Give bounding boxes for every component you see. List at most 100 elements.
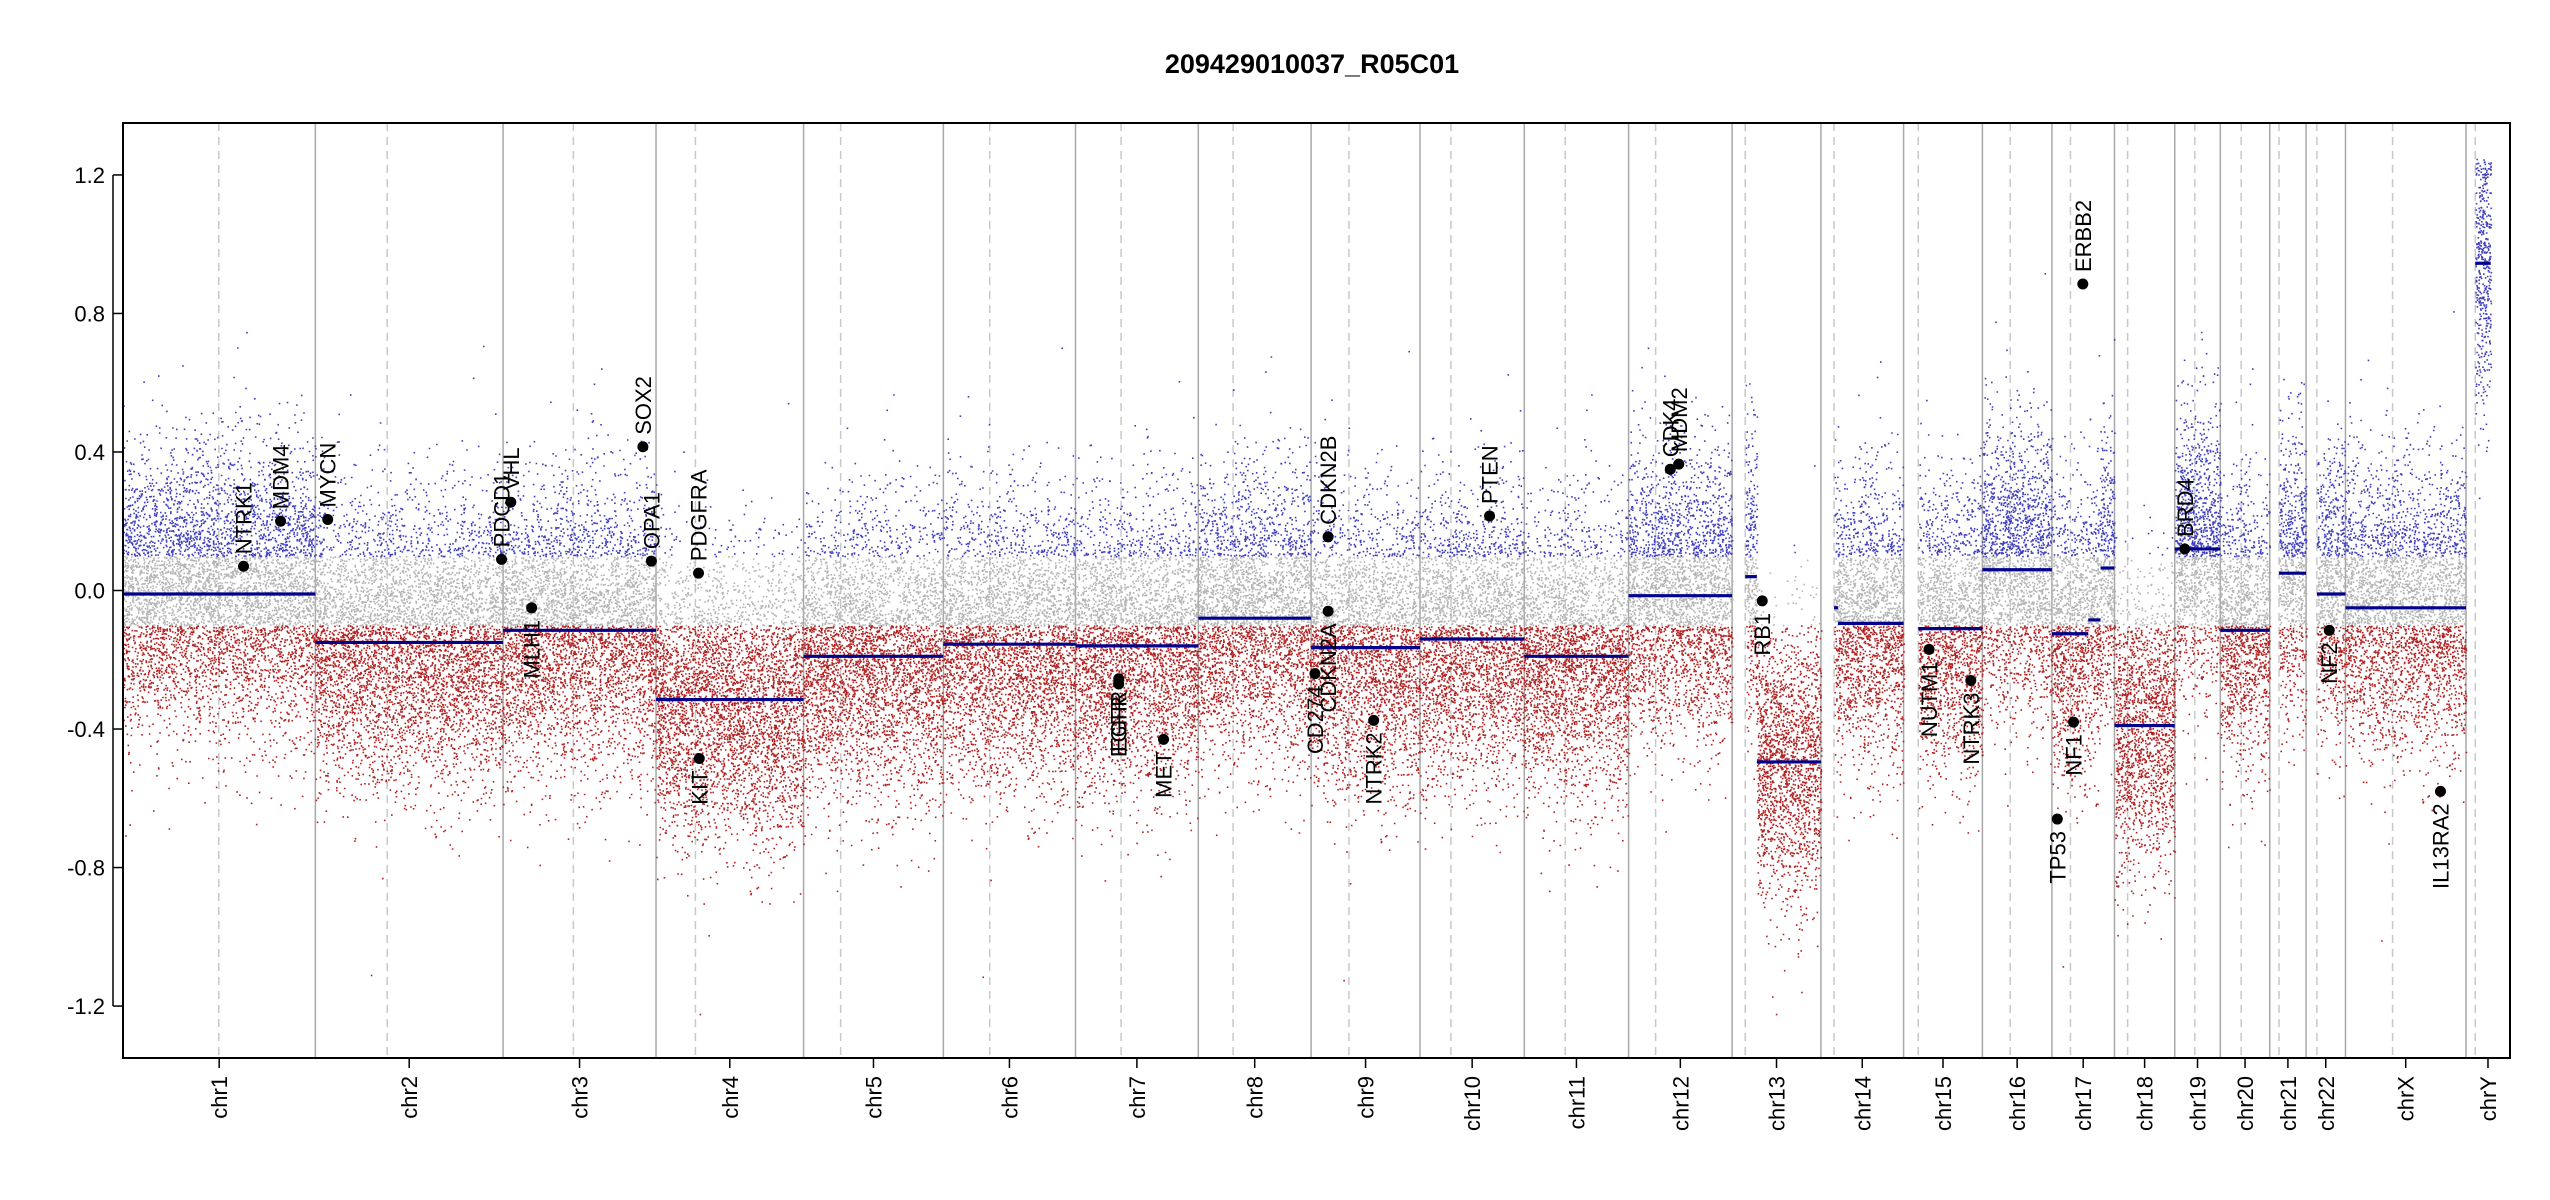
gene-label-NTRK1: NTRK1 [232, 482, 257, 554]
chromosome-boundaries [314, 123, 2467, 1058]
gene-label-RB1: RB1 [1750, 613, 1775, 656]
gene-point-NTRK2 [1368, 714, 1380, 726]
gene-label-OPA1: OPA1 [639, 492, 664, 549]
x-tick-label-chr6: chr6 [997, 1076, 1022, 1119]
gene-point-TP53 [2051, 813, 2063, 825]
gene-point-CDKN2A [1322, 605, 1334, 617]
x-tick-label-chr8: chr8 [1243, 1076, 1268, 1119]
x-tick-label-chr15: chr15 [1931, 1076, 1956, 1131]
gene-label-PTEN: PTEN [1478, 445, 1503, 504]
gene-label-MDM4: MDM4 [269, 444, 294, 509]
y-tick-label: 0.0 [74, 579, 105, 604]
centromere-lines [218, 123, 2476, 1058]
plot-frame [122, 122, 2511, 1059]
gene-point-NF2 [2323, 624, 2335, 636]
gene-label-CDKN2B: CDKN2B [1316, 436, 1341, 525]
gene-point-MLH1 [526, 602, 538, 614]
gene-label-IL13RA2: IL13RA2 [2428, 803, 2453, 889]
gene-label-SOX2: SOX2 [631, 376, 656, 435]
gene-point-NF1 [2068, 716, 2080, 728]
gene-label-EGFR: EGFR [1107, 696, 1132, 757]
probe-points-loss [123, 625, 2468, 1016]
gene-label-KIT: KIT [687, 770, 712, 804]
gene-label-CD274: CD274 [1303, 686, 1328, 754]
gene-point-MDM4 [275, 515, 287, 527]
gene-label-MYCN: MYCN [316, 443, 341, 508]
y-tick-label: -0.4 [67, 717, 105, 742]
probe-points-gain [123, 158, 2493, 558]
x-tick-label-chr5: chr5 [861, 1076, 886, 1119]
gene-label-EGFR: EGFR [1107, 691, 1132, 752]
gene-point-CDK4 [1664, 463, 1676, 475]
gene-label-PDGFRA: PDGFRA [687, 469, 712, 561]
x-tick-label-chr7: chr7 [1125, 1076, 1150, 1119]
x-tick-label-chr14: chr14 [1850, 1076, 1875, 1131]
gene-point-PTEN [1484, 510, 1496, 522]
y-tick-label: 1.2 [74, 163, 105, 188]
x-axis: chr1 chr2 chr3 chr4 chr5 chr6 chr7 chr8 chr9 chr1… [207, 1058, 2501, 1131]
gene-point-CDKN2B [1322, 531, 1334, 543]
gene-point-MYCN [322, 514, 334, 526]
gene-label-CDKN2A: CDKN2A [1316, 623, 1341, 713]
y-tick-label: 0.8 [74, 301, 105, 326]
gene-label-BRD4: BRD4 [2173, 478, 2198, 537]
gene-point-NTRK1 [238, 560, 250, 572]
y-tick-label: 0.4 [74, 440, 105, 465]
gene-point-IL13RA2 [2434, 785, 2446, 797]
gene-label-VHL: VHL [499, 447, 524, 490]
x-tick-label-chr22: chr22 [2314, 1076, 2339, 1131]
gene-label-MDM2: MDM2 [1667, 387, 1692, 452]
x-tick-label-chr4: chr4 [718, 1076, 743, 1119]
gene-point-KIT [693, 752, 705, 764]
gene-point-OPA1 [645, 555, 657, 567]
x-tick-label-chr11: chr11 [1564, 1076, 1589, 1129]
gene-point-VHL [505, 496, 517, 508]
x-tick-label-chr3: chr3 [568, 1076, 593, 1119]
gene-label-NTRK3: NTRK3 [1959, 693, 1984, 765]
gene-label-NF1: NF1 [2062, 734, 2087, 776]
y-axis: -1.2 -0.8 -0.4 0.0 0.4 0.8 1.2 [67, 163, 123, 1019]
gene-label-MLH1: MLH1 [520, 620, 545, 679]
gene-point-MET [1158, 733, 1170, 745]
x-tick-label-chr18: chr18 [2133, 1076, 2158, 1131]
gene-point-EGFR [1113, 673, 1125, 685]
probe-points-neutral [123, 555, 2468, 627]
x-tick-label-chr19: chr19 [2186, 1076, 2211, 1131]
gene-label-NF2: NF2 [2317, 642, 2342, 684]
gene-point-SOX2 [637, 441, 649, 453]
x-tick-label-chr1: chr1 [207, 1076, 232, 1119]
gene-label-ERBB2: ERBB2 [2071, 200, 2096, 272]
y-tick-label: -1.2 [67, 994, 105, 1019]
gene-point-ERBB2 [2077, 278, 2089, 290]
x-tick-label-chr21: chr21 [2276, 1076, 2301, 1131]
gene-point-NUTM1 [1923, 643, 1935, 655]
x-tick-label-chrX: chrX [2394, 1076, 2419, 1122]
probe-points [123, 158, 2493, 1016]
x-tick-label-chr13: chr13 [1765, 1076, 1790, 1131]
x-tick-label-chr17: chr17 [2071, 1076, 2096, 1131]
gene-label-NUTM1: NUTM1 [1917, 661, 1942, 737]
gene-label-MET: MET [1152, 751, 1177, 797]
gene-point-RB1 [1756, 595, 1768, 607]
gene-point-NTRK3 [1965, 675, 1977, 687]
gene-point-BRD4 [2179, 543, 2191, 555]
x-tick-label-chrY: chrY [2476, 1076, 2501, 1122]
x-tick-label-chr16: chr16 [2005, 1076, 2030, 1131]
gene-label-NTRK2: NTRK2 [1362, 732, 1387, 804]
gene-point-PDGFRA [693, 567, 705, 579]
x-tick-label-chr20: chr20 [2233, 1076, 2258, 1131]
gene-label-TP53: TP53 [2045, 831, 2070, 884]
gene-point-MDM2 [1673, 458, 1685, 470]
x-tick-label-chr10: chr10 [1460, 1076, 1485, 1131]
segment-lines [123, 261, 2491, 764]
gene-point-PDCD1 [496, 553, 508, 565]
x-tick-label-chr2: chr2 [397, 1076, 422, 1119]
chart-title: 209429010037_R05C01 [1165, 49, 1459, 79]
y-tick-label: -0.8 [67, 856, 105, 881]
x-tick-label-chr9: chr9 [1354, 1076, 1379, 1119]
gene-point-CD274 [1309, 668, 1321, 680]
gene-label-CDK4: CDK4 [1658, 399, 1683, 458]
x-tick-label-chr12: chr12 [1668, 1076, 1693, 1131]
